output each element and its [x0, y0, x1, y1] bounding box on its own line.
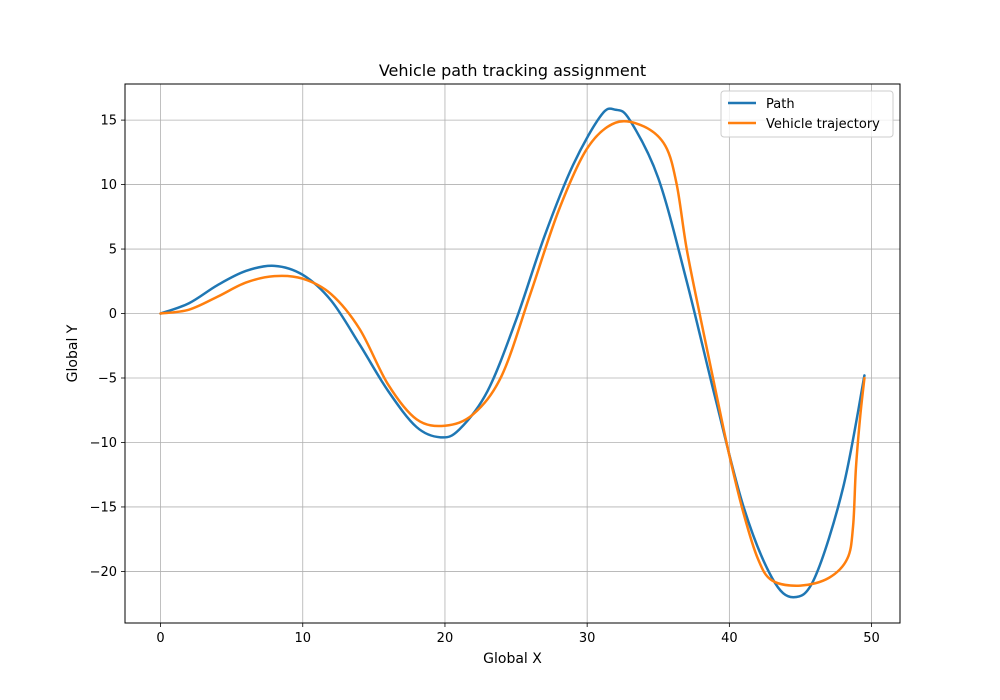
x-tick-label: 30 — [579, 631, 596, 646]
y-tick-label: 5 — [109, 243, 117, 258]
y-tick-label: 10 — [100, 178, 117, 193]
x-tick-label: 40 — [721, 631, 738, 646]
x-tick-label: 20 — [437, 631, 454, 646]
x-axis-ticks: 0 10 20 30 40 50 — [156, 623, 880, 646]
plot-frame — [124, 83, 901, 624]
series-layer — [159, 107, 866, 599]
grid-lines — [125, 84, 900, 623]
legend-box — [720, 90, 894, 138]
chart-title: Vehicle path tracking assignment — [379, 61, 646, 80]
x-tick-label: 10 — [294, 631, 311, 646]
y-tick-label: 15 — [100, 114, 117, 129]
series-line-vehicle-trajectory — [159, 119, 866, 587]
y-tick-label: −20 — [90, 565, 117, 580]
y-tick-label: −5 — [98, 372, 117, 387]
y-tick-label: −10 — [90, 436, 117, 451]
series-line-path — [159, 107, 866, 599]
y-tick-label: −15 — [90, 500, 117, 515]
x-tick-label: 50 — [863, 631, 880, 646]
x-tick-label: 0 — [156, 631, 164, 646]
y-axis-label: Global Y — [65, 324, 81, 382]
y-tick-label: 0 — [109, 307, 117, 322]
legend-label-vehicle-trajectory: Vehicle trajectory — [766, 117, 880, 132]
legend-label-path: Path — [766, 97, 795, 112]
y-axis-ticks: −20 −15 −10 −5 0 5 10 15 — [90, 114, 125, 580]
legend: Path Vehicle trajectory — [720, 90, 894, 138]
x-axis-label: Global X — [483, 651, 542, 667]
